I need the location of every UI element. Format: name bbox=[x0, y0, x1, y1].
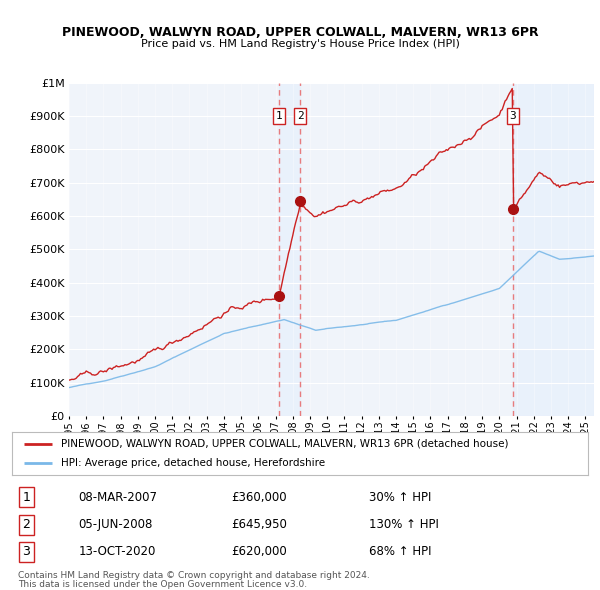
Bar bbox=[278, 83, 300, 416]
Text: £645,950: £645,950 bbox=[231, 518, 287, 531]
Text: PINEWOOD, WALWYN ROAD, UPPER COLWALL, MALVERN, WR13 6PR: PINEWOOD, WALWYN ROAD, UPPER COLWALL, MA… bbox=[62, 26, 538, 39]
Text: 1: 1 bbox=[275, 111, 282, 121]
Text: This data is licensed under the Open Government Licence v3.0.: This data is licensed under the Open Gov… bbox=[18, 579, 307, 589]
Text: 130% ↑ HPI: 130% ↑ HPI bbox=[369, 518, 439, 531]
Text: Contains HM Land Registry data © Crown copyright and database right 2024.: Contains HM Land Registry data © Crown c… bbox=[18, 571, 370, 580]
Text: Price paid vs. HM Land Registry's House Price Index (HPI): Price paid vs. HM Land Registry's House … bbox=[140, 39, 460, 48]
Text: 05-JUN-2008: 05-JUN-2008 bbox=[78, 518, 152, 531]
Text: 13-OCT-2020: 13-OCT-2020 bbox=[78, 545, 155, 558]
Text: 68% ↑ HPI: 68% ↑ HPI bbox=[369, 545, 431, 558]
Text: 08-MAR-2007: 08-MAR-2007 bbox=[78, 491, 157, 504]
Text: £620,000: £620,000 bbox=[231, 545, 287, 558]
Text: 1: 1 bbox=[22, 491, 31, 504]
Text: 30% ↑ HPI: 30% ↑ HPI bbox=[369, 491, 431, 504]
Text: £360,000: £360,000 bbox=[231, 491, 287, 504]
Text: 3: 3 bbox=[22, 545, 31, 558]
Text: 2: 2 bbox=[22, 518, 31, 531]
Text: 2: 2 bbox=[297, 111, 304, 121]
Text: 3: 3 bbox=[509, 111, 516, 121]
Text: PINEWOOD, WALWYN ROAD, UPPER COLWALL, MALVERN, WR13 6PR (detached house): PINEWOOD, WALWYN ROAD, UPPER COLWALL, MA… bbox=[61, 439, 508, 449]
Bar bbox=[513, 83, 594, 416]
Text: HPI: Average price, detached house, Herefordshire: HPI: Average price, detached house, Here… bbox=[61, 458, 325, 468]
